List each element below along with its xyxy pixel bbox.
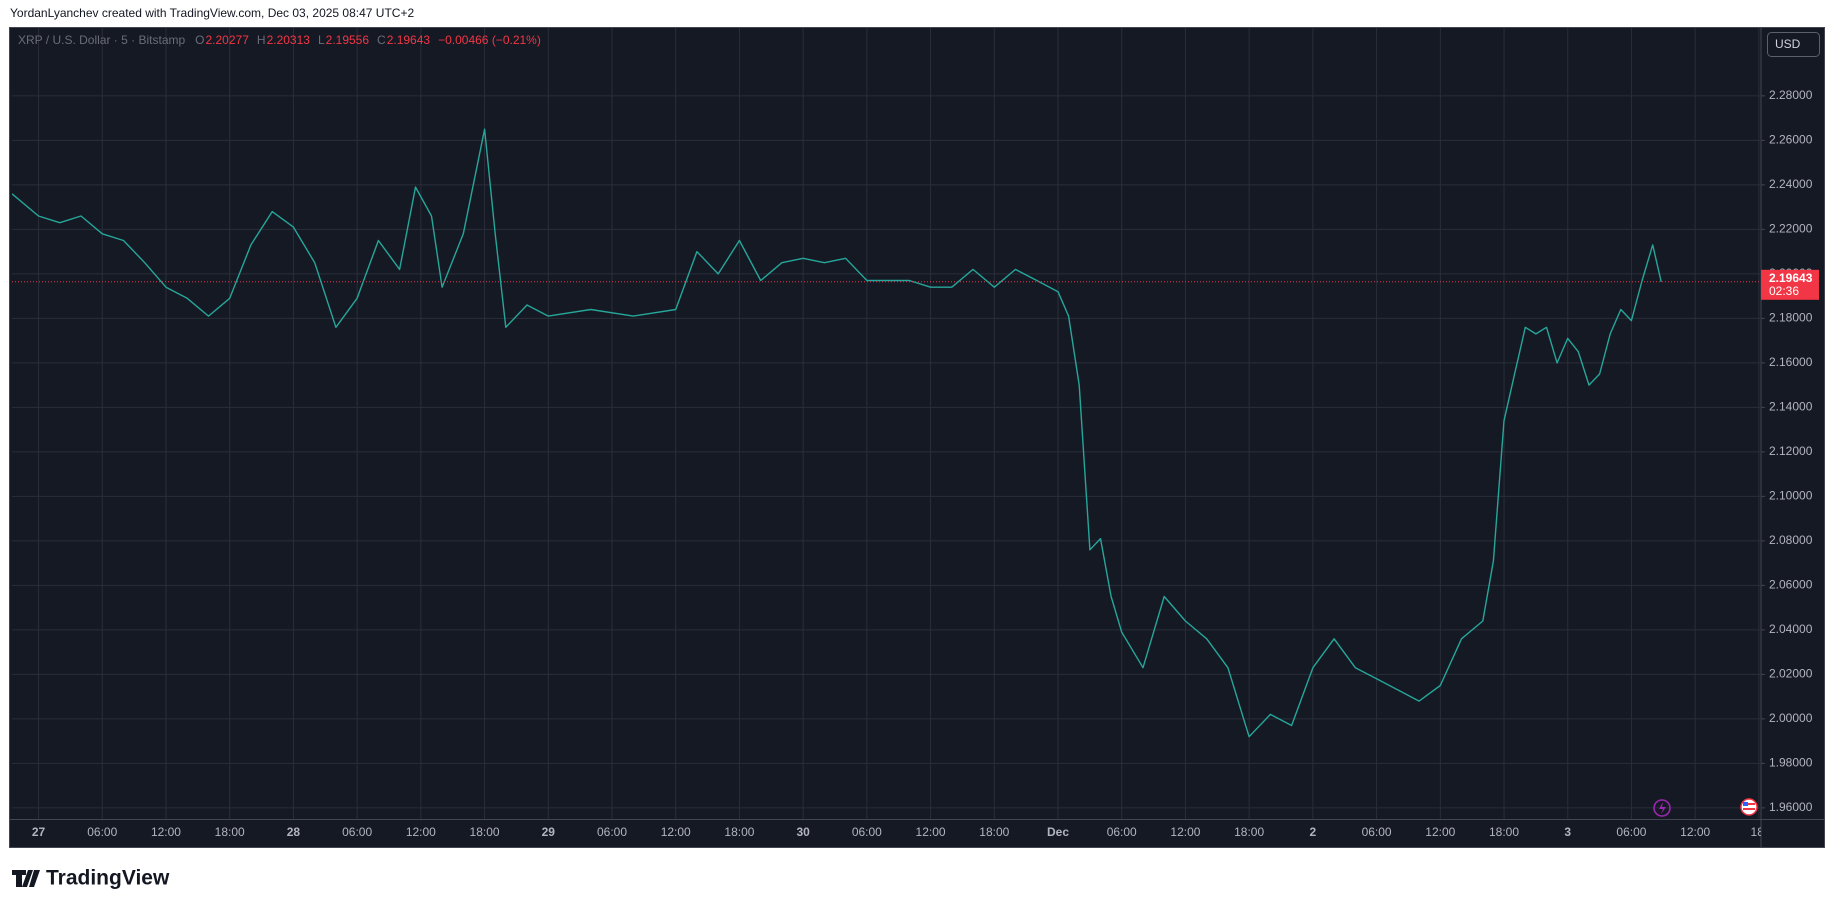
- x-tick-label: 12:00: [1680, 825, 1710, 839]
- ohlc-value: 2.20277: [206, 33, 250, 47]
- flag-stripe: [1743, 803, 1755, 805]
- currency-button[interactable]: [1767, 32, 1820, 57]
- y-tick-label: 2.06000: [1769, 578, 1813, 592]
- x-tick-label: 12:00: [406, 825, 436, 839]
- series-layer: [12, 128, 1761, 738]
- grid: [12, 28, 1761, 819]
- y-tick-label: 2.02000: [1769, 667, 1813, 681]
- y-tick-label: 1.98000: [1769, 756, 1813, 770]
- ohlc-value: 2.19643: [387, 33, 431, 47]
- y-tick-label: 2.12000: [1769, 444, 1813, 458]
- flag-stripe: [1743, 808, 1755, 810]
- x-tick-label: 06:00: [1616, 825, 1646, 839]
- price-axis: 1.96000 1.98000 2.00000 2.02000 2.04000 2.060…: [1761, 88, 1819, 814]
- brand-name: TradingView: [46, 867, 170, 890]
- x-tick-label: 06:00: [597, 825, 627, 839]
- chart-frame: [9, 27, 1825, 848]
- y-tick-label: 2.04000: [1769, 622, 1813, 636]
- symbol-legend: XRP / U.S. Dollar · 5 · Bitstamp O 2.2027…: [18, 33, 541, 47]
- x-tick-label: 12:00: [916, 825, 946, 839]
- x-tick-label: 18:00: [470, 825, 500, 839]
- events-icon[interactable]: [1653, 799, 1671, 817]
- y-tick-label: 1.96000: [1769, 800, 1813, 814]
- ohlc-value: 2.19556: [326, 33, 370, 47]
- x-tick-label: 18:00: [979, 825, 1009, 839]
- lightning-icon: [1659, 802, 1666, 814]
- x-tick-label: 18:00: [724, 825, 754, 839]
- y-tick-label: 2.14000: [1769, 400, 1813, 414]
- x-tick-label: 28: [287, 825, 301, 839]
- x-tick-label: 06:00: [342, 825, 372, 839]
- x-tick-label: 18:00: [1234, 825, 1264, 839]
- y-tick-label: 2.28000: [1769, 88, 1813, 102]
- time-axis: 27 06:00 12:00 18:00 28 06:00 12:00 18:00 29 06:0…: [32, 825, 1768, 839]
- x-tick-label: 06:00: [852, 825, 882, 839]
- y-tick-label: 2.18000: [1769, 311, 1813, 325]
- x-tick-label: 2: [1310, 825, 1317, 839]
- price-line: [12, 128, 1662, 738]
- x-tick-label: 12:00: [1425, 825, 1455, 839]
- currency-label[interactable]: USD: [1775, 37, 1801, 51]
- last-price-badge: [1761, 269, 1819, 300]
- x-tick-label: 06:00: [1362, 825, 1392, 839]
- x-tick-label: 18:00: [1489, 825, 1519, 839]
- x-tick-label: 18:: [1751, 825, 1768, 839]
- x-tick-label: 29: [542, 825, 556, 839]
- ohlc-value: 2.20313: [267, 33, 311, 47]
- y-tick-label: 2.08000: [1769, 533, 1813, 547]
- y-tick-label: 2.26000: [1769, 133, 1813, 147]
- credit: YordanLyanchev created with TradingView.…: [10, 6, 414, 20]
- symbol-name: XRP / U.S. Dollar · 5 · Bitstamp: [18, 33, 185, 47]
- x-tick-label: 3: [1564, 825, 1571, 839]
- flag-icon[interactable]: [1740, 798, 1758, 816]
- x-tick-label: 12:00: [1170, 825, 1200, 839]
- x-tick-label: 12:00: [661, 825, 691, 839]
- ohlc-key: O: [195, 33, 204, 47]
- y-tick-label: 2.00000: [1769, 711, 1813, 725]
- x-tick-label: 06:00: [87, 825, 117, 839]
- x-tick-label: 12:00: [151, 825, 181, 839]
- brand-logo: [12, 870, 40, 887]
- countdown-label: 02:36: [1769, 284, 1799, 298]
- y-tick-label: 2.24000: [1769, 177, 1813, 191]
- x-tick-label: 30: [796, 825, 810, 839]
- ohlc-key: C: [377, 33, 386, 47]
- ohlc-key: L: [318, 33, 325, 47]
- ohlc-key: H: [257, 33, 266, 47]
- x-tick-label: Dec: [1047, 825, 1069, 839]
- y-tick-label: 2.10000: [1769, 489, 1813, 503]
- x-tick-label: 18:00: [215, 825, 245, 839]
- y-tick-label: 2.16000: [1769, 355, 1813, 369]
- last-price-label: 2.19643: [1769, 271, 1813, 285]
- flag-canton: [1743, 802, 1748, 806]
- x-tick-label: 27: [32, 825, 46, 839]
- change-value: −0.00466 (−0.21%): [438, 33, 541, 47]
- x-tick-label: 06:00: [1107, 825, 1137, 839]
- y-tick-label: 2.22000: [1769, 222, 1813, 236]
